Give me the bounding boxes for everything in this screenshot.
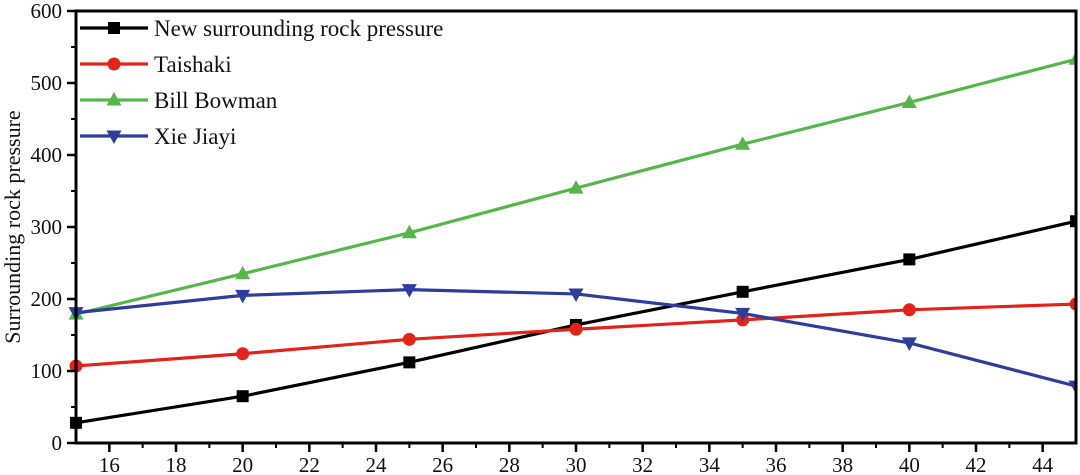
legend-label: Bill Bowman	[154, 88, 278, 113]
data-point-marker	[568, 180, 584, 194]
data-point-marker	[1068, 51, 1076, 65]
data-point-marker	[106, 130, 122, 144]
data-point-marker	[901, 337, 917, 351]
data-point-marker	[1068, 380, 1076, 395]
data-point-marker	[569, 322, 583, 336]
legend-label: Taishaki	[154, 52, 232, 77]
y-tick-label: 400	[31, 143, 63, 167]
x-tick-label: 18	[166, 453, 187, 475]
x-tick-label: 28	[499, 453, 520, 475]
y-tick-label: 500	[31, 71, 63, 95]
data-point-marker	[902, 303, 916, 317]
data-point-marker	[401, 284, 417, 298]
y-tick-label: 100	[31, 359, 63, 383]
x-tick-label: 16	[99, 453, 120, 475]
data-point-marker	[106, 92, 122, 106]
x-axis: 16 18 20 22 24 26 28 30 32 34 36 38 40 42 44	[99, 443, 1054, 475]
legend-item: Xie Jiayi	[80, 124, 236, 149]
data-point-marker	[1070, 215, 1076, 228]
y-tick-label: 600	[31, 0, 63, 23]
data-point-marker	[736, 285, 749, 298]
legend-label: Xie Jiayi	[154, 124, 236, 149]
x-tick-label: 42	[966, 453, 987, 475]
x-tick-label: 36	[766, 453, 787, 475]
legend: New surrounding rock pressure Taishaki Bil…	[80, 16, 443, 149]
y-axis-label: Surrounding rock pressure	[0, 110, 25, 343]
x-tick-label: 34	[699, 453, 721, 475]
y-tick-label: 0	[52, 431, 63, 455]
y-tick-label: 300	[31, 215, 63, 239]
plot-area	[68, 51, 1076, 429]
data-point-marker	[1069, 297, 1076, 311]
y-axis: 0 100 200 300 400 500 600	[31, 0, 76, 455]
data-point-marker	[108, 22, 120, 34]
data-point-marker	[735, 307, 751, 322]
data-point-marker	[403, 356, 416, 369]
legend-label: New surrounding rock pressure	[154, 16, 443, 41]
x-tick-label: 24	[366, 453, 388, 475]
series-bill-bowman	[68, 51, 1076, 320]
x-tick-label: 38	[832, 453, 853, 475]
legend-item: New surrounding rock pressure	[80, 16, 443, 41]
data-point-marker	[401, 224, 417, 239]
y-tick-label: 200	[31, 287, 63, 311]
x-tick-label: 32	[632, 453, 653, 475]
series-taishaki	[69, 297, 1076, 373]
series-xie-jiayi	[68, 284, 1076, 395]
data-point-marker	[236, 390, 249, 403]
data-point-marker	[402, 332, 416, 346]
x-tick-label: 44	[1032, 453, 1054, 475]
x-tick-label: 22	[299, 453, 320, 475]
data-point-marker	[236, 347, 250, 361]
x-tick-label: 26	[432, 453, 453, 475]
x-tick-label: 40	[899, 453, 920, 475]
data-point-marker	[735, 136, 751, 150]
legend-item: Taishaki	[80, 52, 232, 77]
data-point-marker	[235, 265, 251, 280]
x-tick-label: 20	[232, 453, 253, 475]
x-tick-label: 30	[566, 453, 587, 475]
data-point-marker	[901, 94, 917, 108]
legend-item: Bill Bowman	[80, 88, 278, 113]
data-point-marker	[568, 288, 584, 302]
data-point-marker	[235, 289, 251, 304]
data-point-marker	[903, 253, 916, 266]
data-point-marker	[107, 57, 121, 71]
